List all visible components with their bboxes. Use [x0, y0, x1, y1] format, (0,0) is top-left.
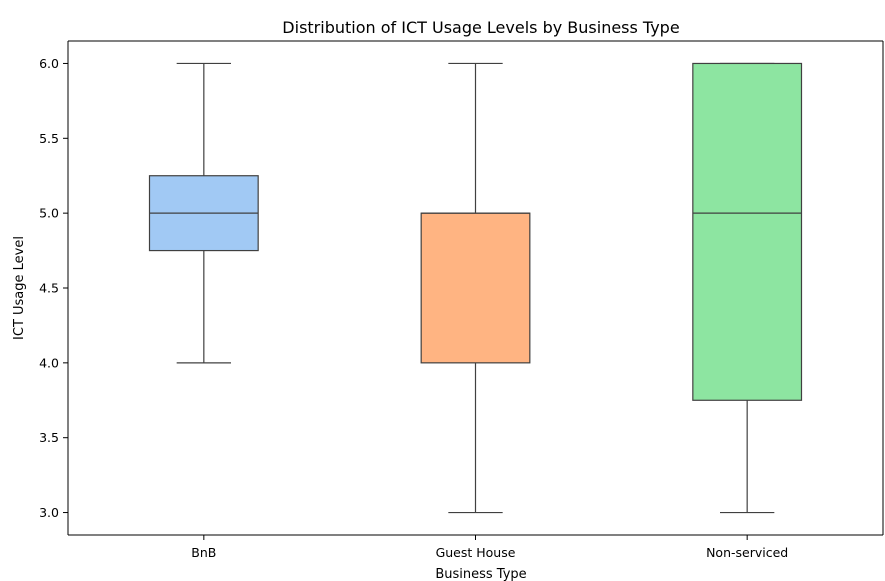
y-tick-label: 4.5: [39, 281, 59, 296]
x-tick-label: Guest House: [436, 545, 516, 560]
y-tick-label: 5.0: [39, 206, 59, 221]
plot-area: 3.0 3.5 4.0 4.5 5.0 5.5 6.0 BnB Guest House Non-…: [39, 40, 884, 560]
x-axis-ticks: BnB Guest House Non-serviced: [191, 535, 788, 560]
y-tick-label: 6.0: [39, 56, 59, 71]
chart-title: Distribution of ICT Usage Levels by Busi…: [282, 18, 679, 37]
y-tick-label: 3.0: [39, 505, 59, 520]
box-guest-house: [420, 62, 531, 514]
y-tick-label: 5.5: [39, 131, 59, 146]
x-tick-label: BnB: [191, 545, 216, 560]
y-tick-label: 3.5: [39, 430, 59, 445]
box-bnb: [148, 62, 259, 364]
x-tick-label: Non-serviced: [706, 545, 788, 560]
iqr-box: [420, 212, 531, 364]
y-axis-ticks: 3.0 3.5 4.0 4.5 5.0 5.5 6.0: [39, 56, 68, 520]
y-tick-label: 4.0: [39, 355, 59, 370]
iqr-box: [692, 62, 803, 401]
x-axis-label: Business Type: [435, 567, 526, 581]
box-non-serviced: [692, 62, 803, 514]
y-axis-label: ICT Usage Level: [12, 236, 27, 340]
boxes-group: [148, 62, 803, 514]
